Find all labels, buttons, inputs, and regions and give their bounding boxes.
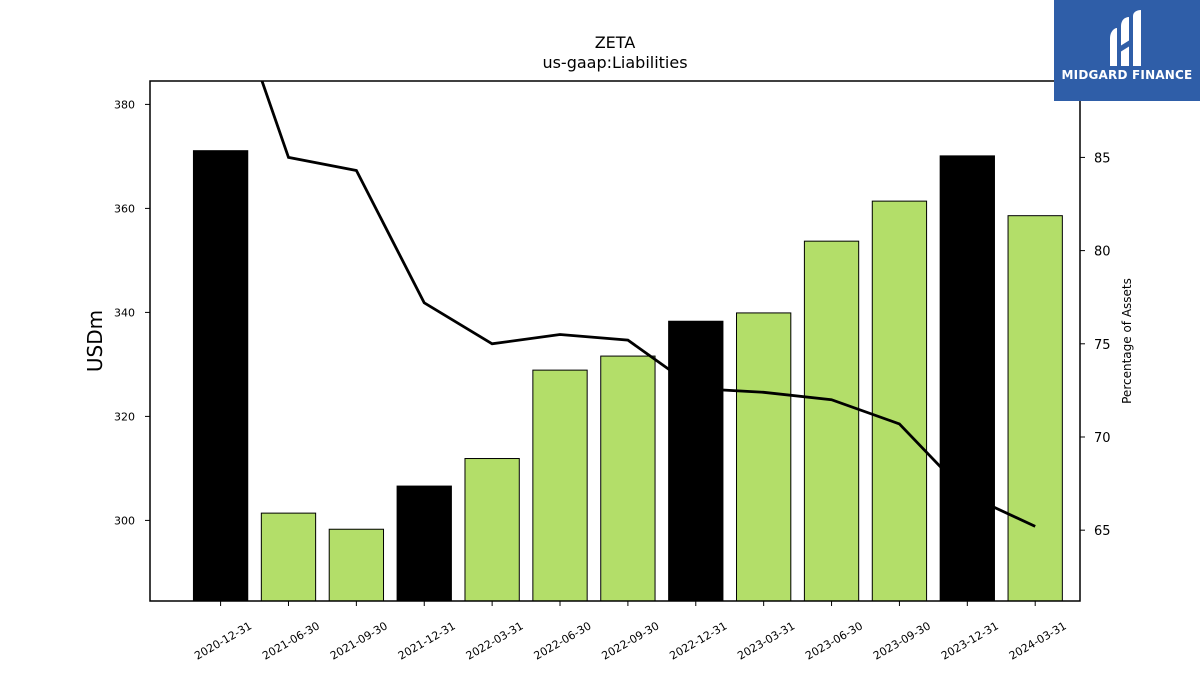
x-tick-label: 2021-12-31 [396, 619, 458, 662]
y-tick-label: 320 [114, 410, 135, 423]
y-right-tick-label: 75 [1094, 338, 1111, 353]
y-axis-label: USDm [83, 310, 107, 372]
x-tick-label: 2023-03-31 [735, 619, 797, 662]
x-tick-label: 2023-12-31 [939, 619, 1001, 662]
y-right-tick-label: 65 [1094, 524, 1111, 539]
brand-logo: MIDGARD FINANCE [1054, 0, 1200, 101]
bar-2023-03-31 [736, 312, 792, 602]
x-tick-label: 2022-09-30 [600, 619, 662, 662]
y-right-tick-label: 85 [1094, 151, 1111, 166]
x-tick-label: 2022-03-31 [464, 619, 526, 662]
x-tick-label: 2022-06-30 [532, 619, 594, 662]
chart-subtitle: us-gaap:Liabilities [542, 53, 687, 72]
bar-2022-09-30 [600, 355, 656, 602]
brand-name: MIDGARD FINANCE [1061, 68, 1193, 82]
x-tick-label: 2020-12-31 [192, 619, 254, 662]
bar-2021-06-30 [260, 512, 317, 602]
logo-mark-icon [1110, 10, 1141, 66]
y-tick-label: 380 [114, 98, 135, 111]
bar-group [192, 150, 1063, 602]
bar-2022-03-31 [464, 458, 520, 602]
y-tick-label: 360 [114, 202, 135, 215]
bar-2022-12-31 [668, 320, 724, 602]
line-percentage-of-assets [260, 81, 1036, 528]
bar-2023-09-30 [871, 200, 928, 602]
y-right-tick-label: 70 [1094, 431, 1111, 446]
bar-2024-03-31 [1007, 215, 1063, 602]
x-tick-label: 2023-06-30 [803, 619, 865, 662]
y-tick-label: 300 [114, 514, 135, 527]
right-axis: 65 70 75 80 85 [1080, 151, 1111, 539]
x-tick-label: 2022-12-31 [667, 619, 729, 662]
x-tick-label: 2021-06-30 [260, 619, 322, 662]
plot-frame [149, 80, 1081, 602]
bar-2020-12-31 [192, 150, 249, 602]
x-axis: 2020-12-31 2021-06-30 2021-09-30 2021-12-31… [192, 601, 1069, 663]
line-group [260, 81, 1036, 528]
x-tick-label: 2021-09-30 [328, 619, 390, 662]
bar-2021-12-31 [396, 485, 452, 602]
bar-2023-12-31 [939, 155, 995, 602]
left-axis: 300 320 340 360 380 [114, 98, 150, 527]
bar-2023-06-30 [803, 240, 860, 602]
bar-2022-06-30 [532, 369, 588, 602]
bar-2021-09-30 [328, 528, 385, 602]
y-right-tick-label: 80 [1094, 245, 1111, 260]
chart-title: ZETA [595, 33, 636, 52]
y-axis-label-right: Percentage of Assets [1120, 278, 1134, 404]
y-tick-label: 340 [114, 306, 135, 319]
x-tick-label: 2023-09-30 [871, 619, 933, 662]
x-tick-label: 2024-03-31 [1007, 619, 1069, 662]
